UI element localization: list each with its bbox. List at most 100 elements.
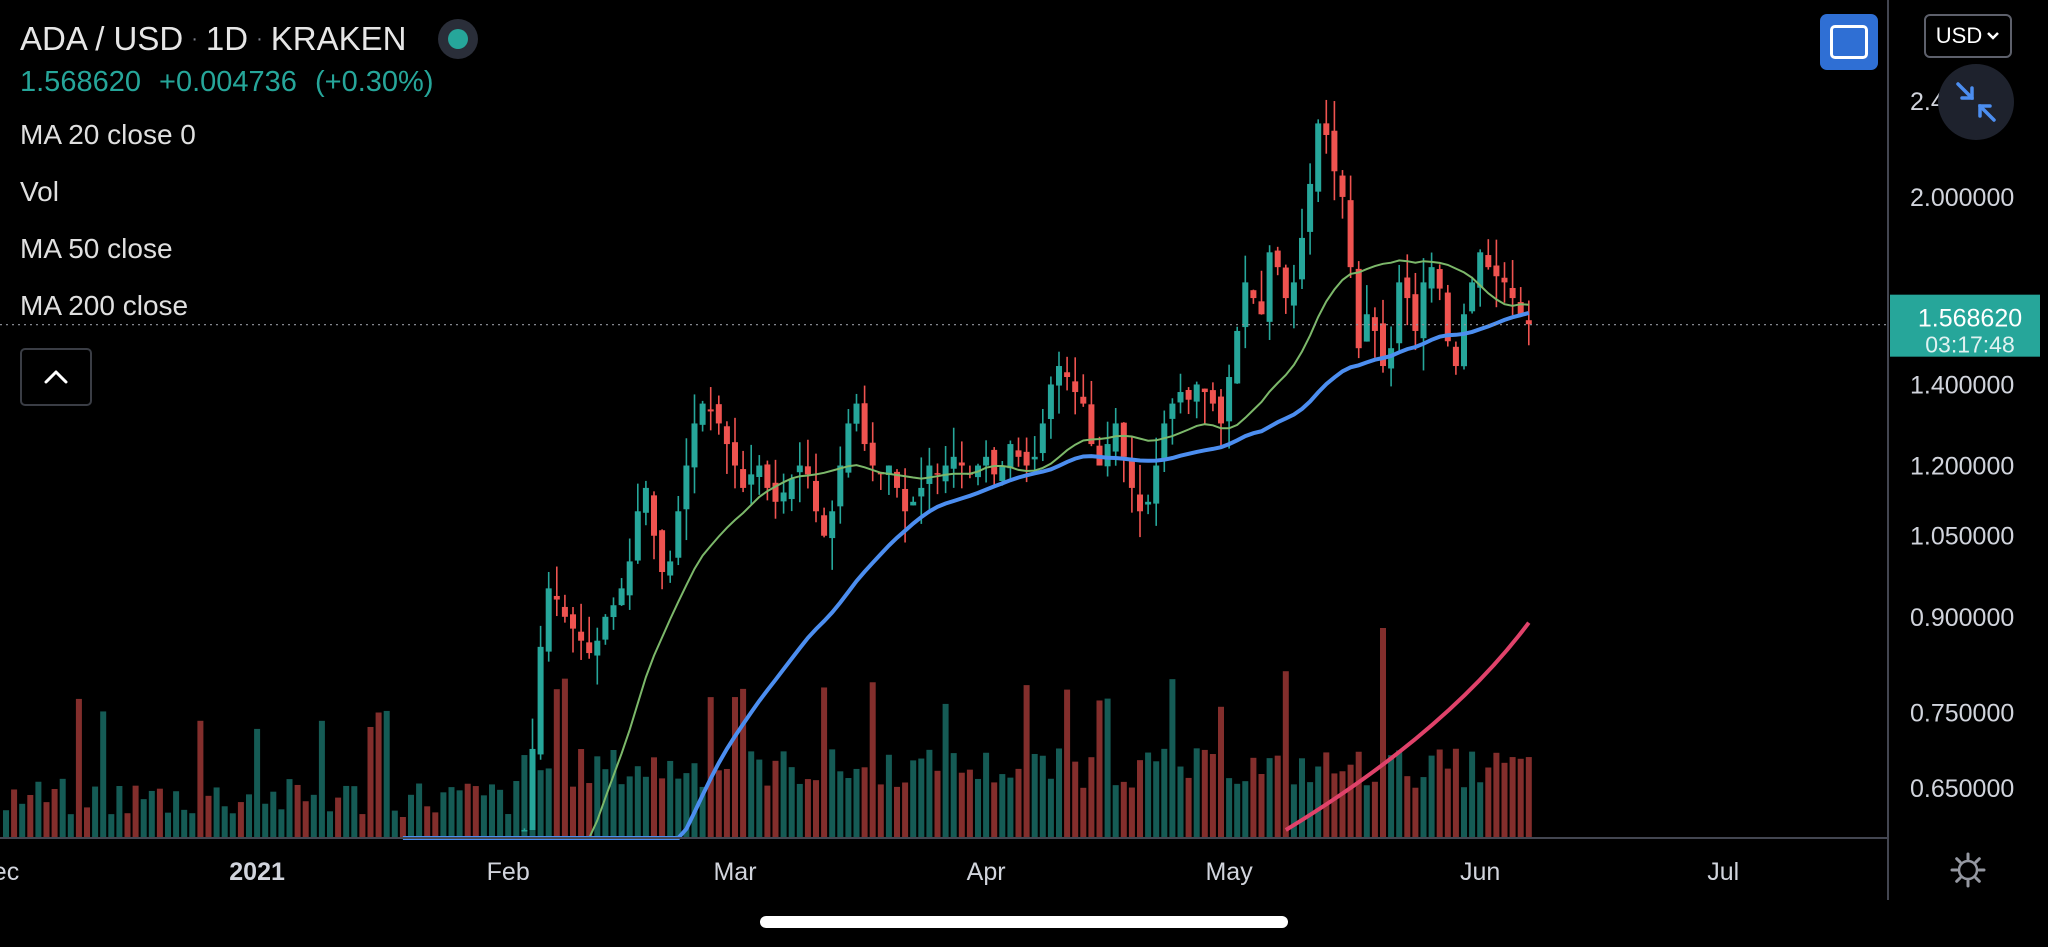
volume-bar xyxy=(521,755,528,838)
candle-body xyxy=(1282,267,1289,299)
volume-bar xyxy=(383,710,390,838)
candle-body xyxy=(521,830,528,832)
volume-bar xyxy=(748,751,755,838)
candle-body xyxy=(837,465,844,507)
volume-bar xyxy=(3,810,9,838)
candle-body xyxy=(1525,320,1532,325)
candle-body xyxy=(1266,252,1273,322)
volume-bar xyxy=(586,783,593,838)
gear-icon[interactable] xyxy=(1950,852,1986,888)
volume-bar xyxy=(966,769,973,838)
volume-bar xyxy=(1137,760,1143,838)
indicator-ma50[interactable]: MA 50 close xyxy=(20,233,173,264)
y-tick-label: 0.750000 xyxy=(1910,700,2014,728)
candle-body xyxy=(1315,123,1322,192)
candle-body xyxy=(1412,294,1419,331)
price-badge-countdown: 03:17:48 xyxy=(1925,332,2015,358)
candle-body xyxy=(772,482,779,502)
volume-bar xyxy=(448,787,455,838)
volume-bar xyxy=(707,697,714,838)
volume-bar xyxy=(1363,785,1370,838)
candle-body xyxy=(610,605,617,618)
shrink-button[interactable] xyxy=(1938,64,2014,140)
candle-body xyxy=(991,449,998,475)
candle-body xyxy=(1145,501,1152,505)
candle-body xyxy=(1299,237,1305,280)
fullscreen-icon xyxy=(1830,25,1868,59)
candle-body xyxy=(578,631,585,641)
candle-body xyxy=(1339,175,1346,197)
volume-bar xyxy=(489,784,495,838)
volume-bar xyxy=(877,784,884,838)
candle-body xyxy=(1517,302,1524,315)
moving-averages xyxy=(159,259,1531,840)
candle-body xyxy=(813,480,819,512)
volume-bar xyxy=(756,759,763,838)
volume-bar xyxy=(505,814,512,838)
indicator-ma20[interactable]: MA 20 close 0 xyxy=(20,119,196,150)
candle-body xyxy=(545,588,552,652)
volume-bar xyxy=(1185,777,1192,838)
volume-bar xyxy=(367,726,374,838)
candle-body xyxy=(570,614,576,629)
price-change: +0.004736 xyxy=(159,66,297,98)
indicator-ma200[interactable]: MA 200 close xyxy=(20,290,189,321)
volume-bar xyxy=(1088,757,1095,838)
volume-bar xyxy=(173,791,180,838)
volume-bar xyxy=(975,778,981,838)
candle-body xyxy=(756,465,763,477)
volume-bar xyxy=(1145,752,1152,838)
indicator-volume[interactable]: Vol xyxy=(20,176,59,207)
candle-body xyxy=(1363,314,1370,342)
volume-bar xyxy=(1153,761,1160,838)
volume-bar xyxy=(1444,768,1451,838)
volume-bar xyxy=(35,781,42,838)
volume-bar xyxy=(375,712,382,838)
ma200-line xyxy=(1284,621,1531,832)
currency-button[interactable]: USD xyxy=(1924,14,2012,58)
volume-bar xyxy=(1258,773,1265,838)
x-tick-label: 2021 xyxy=(229,858,285,886)
candle-body xyxy=(675,511,682,558)
volume-bar xyxy=(100,711,107,838)
collapse-legend-button[interactable] xyxy=(20,348,92,406)
volume-bar xyxy=(116,786,123,838)
volume-bar xyxy=(1218,706,1224,838)
symbol-name: ADA / USD xyxy=(20,20,184,57)
volume-bar xyxy=(302,801,309,838)
candle-body xyxy=(723,426,730,445)
volume-bar xyxy=(594,756,601,838)
candle-body xyxy=(1120,422,1127,457)
y-tick-label: 0.650000 xyxy=(1910,775,2014,803)
volume-bar xyxy=(1315,766,1322,838)
x-tick-label: Jun xyxy=(1460,858,1500,886)
volume-bar xyxy=(715,770,722,838)
volume-bar xyxy=(902,782,909,838)
volume-bar xyxy=(156,788,163,838)
candle-body xyxy=(1137,494,1143,512)
candle-body xyxy=(796,465,803,473)
volume-bar xyxy=(1015,768,1022,838)
candle-body xyxy=(1258,301,1265,315)
volume-bar xyxy=(1452,748,1459,838)
candle-body xyxy=(1193,384,1200,402)
fullscreen-button[interactable] xyxy=(1820,14,1878,70)
volume-bar xyxy=(829,749,836,838)
volume-bar xyxy=(1250,757,1257,838)
ma20-line xyxy=(159,259,1529,839)
last-price: 1.568620 xyxy=(20,66,141,98)
volume-bar xyxy=(861,767,868,838)
x-tick-label: Feb xyxy=(487,858,530,886)
volume-bar xyxy=(1266,758,1273,838)
volume-bar xyxy=(1096,700,1103,838)
volume-bar xyxy=(294,784,301,838)
candle-body xyxy=(999,465,1006,482)
volume-bar xyxy=(246,794,252,838)
volume-bar xyxy=(1072,761,1079,838)
home-indicator[interactable] xyxy=(760,916,1288,928)
volume-bar xyxy=(869,682,876,838)
symbol-title[interactable]: ADA / USD · 1D · KRAKEN xyxy=(20,14,479,64)
candle-body xyxy=(1436,269,1443,289)
volume-bar xyxy=(537,770,544,838)
